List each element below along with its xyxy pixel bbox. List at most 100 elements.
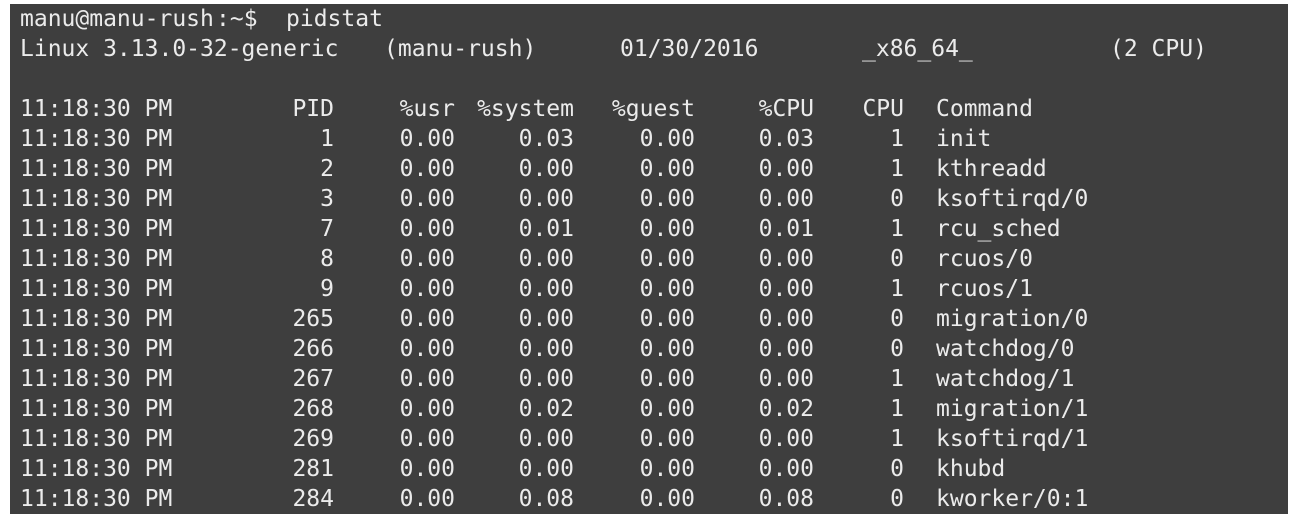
cell-time: 11:18:30 PM (20, 426, 173, 452)
cell-command: rcuos/1 (936, 276, 1033, 302)
cell-guest: 0.00 (639, 216, 695, 242)
cell-command: ksoftirqd/1 (936, 426, 1089, 452)
cell-system: 0.00 (518, 336, 574, 362)
cell-time: 11:18:30 PM (20, 246, 173, 272)
cell-system: 0.00 (518, 156, 574, 182)
cell-command: kthreadd (936, 156, 1047, 182)
process-row: 11:18:30 PM 281 0.00 0.00 0.00 0.00 0 khubd (20, 454, 1280, 484)
cell-guest: 0.00 (639, 156, 695, 182)
cell-guest: 0.00 (639, 336, 695, 362)
cell-usr: 0.00 (399, 366, 455, 392)
prompt-line: manu@manu-rush :~$ pidstat (20, 4, 1280, 34)
cell-time: 11:18:30 PM (20, 276, 173, 302)
cell-system: 0.00 (518, 456, 574, 482)
cell-time: 11:18:30 PM (20, 126, 173, 152)
cell-usr: 0.00 (399, 216, 455, 242)
cell-guest: 0.00 (639, 276, 695, 302)
cell-usr: 0.00 (399, 186, 455, 212)
date: 01/30/2016 (620, 36, 759, 62)
cell-command: init (936, 126, 992, 152)
process-row: 11:18:30 PM 266 0.00 0.00 0.00 0.00 0 watchdog/… (20, 334, 1280, 364)
cell-usr: 0.00 (399, 276, 455, 302)
cell-usr: 0.00 (399, 426, 455, 452)
cell-command: ksoftirqd/0 (936, 186, 1089, 212)
command-text: pidstat (286, 6, 383, 32)
process-row: 11:18:30 PM 3 0.00 0.00 0.00 0.00 0 ksoftirqd/0 (20, 184, 1280, 214)
cell-usr: 0.00 (399, 486, 455, 512)
cell-usr: 0.00 (399, 396, 455, 422)
cell-system: 0.00 (518, 366, 574, 392)
cell-cpu: 1 (890, 396, 904, 422)
cell-guest: 0.00 (639, 186, 695, 212)
cell-usr: 0.00 (399, 306, 455, 332)
process-row: 11:18:30 PM 9 0.00 0.00 0.00 0.00 1 rcuos/1 (20, 274, 1280, 304)
cell-guest: 0.00 (639, 366, 695, 392)
cell-pid: 8 (320, 246, 334, 272)
cell-cpu: 1 (890, 156, 904, 182)
cell-command: rcu_sched (936, 216, 1061, 242)
process-row: 11:18:30 PM 269 0.00 0.00 0.00 0.00 1 ksoftirqd… (20, 424, 1280, 454)
cell-cpu: 0 (890, 306, 904, 332)
prompt-user: manu@manu-rush (20, 6, 214, 32)
cell-system: 0.08 (518, 486, 574, 512)
cell-usr: 0.00 (399, 126, 455, 152)
column-header-row: 11:18:30 PM PID %usr %system %guest %CPU… (20, 94, 1280, 124)
cell-command: watchdog/0 (936, 336, 1075, 362)
cell-cpu-pct: 0.00 (758, 276, 814, 302)
cell-pid: 269 (292, 426, 334, 452)
cell-pid: 268 (292, 396, 334, 422)
cell-command: migration/0 (936, 306, 1089, 332)
cell-command: rcuos/0 (936, 246, 1033, 272)
cell-time: 11:18:30 PM (20, 306, 173, 332)
col-header-time: 11:18:30 PM (20, 96, 173, 122)
cell-time: 11:18:30 PM (20, 456, 173, 482)
col-header-command: Command (936, 96, 1033, 122)
process-row: 11:18:30 PM 1 0.00 0.03 0.00 0.03 1 init (20, 124, 1280, 154)
cell-cpu: 1 (890, 216, 904, 242)
process-row: 11:18:30 PM 268 0.00 0.02 0.00 0.02 1 migration… (20, 394, 1280, 424)
col-header-cpu-pct: %CPU (758, 96, 814, 122)
cell-command: kworker/0:1 (936, 486, 1089, 512)
cell-pid: 1 (320, 126, 334, 152)
cell-cpu: 1 (890, 276, 904, 302)
cell-system: 0.00 (518, 306, 574, 332)
cell-system: 0.00 (518, 426, 574, 452)
cell-system: 0.03 (518, 126, 574, 152)
cell-guest: 0.00 (639, 426, 695, 452)
cell-pid: 2 (320, 156, 334, 182)
col-header-system: %system (477, 96, 574, 122)
col-header-guest: %guest (611, 96, 695, 122)
cell-cpu-pct: 0.00 (758, 306, 814, 332)
cell-cpu-pct: 0.02 (758, 396, 814, 422)
cell-usr: 0.00 (399, 456, 455, 482)
cell-guest: 0.00 (639, 126, 695, 152)
cell-pid: 9 (320, 276, 334, 302)
cell-guest: 0.00 (639, 306, 695, 332)
cell-cpu-pct: 0.00 (758, 456, 814, 482)
cell-command: khubd (936, 456, 1006, 482)
cell-time: 11:18:30 PM (20, 156, 173, 182)
cell-cpu: 1 (890, 126, 904, 152)
cell-command: migration/1 (936, 396, 1089, 422)
cell-pid: 284 (292, 486, 334, 512)
cell-time: 11:18:30 PM (20, 486, 173, 512)
hostname: (manu-rush) (384, 36, 537, 62)
cell-guest: 0.00 (639, 396, 695, 422)
cell-usr: 0.00 (399, 246, 455, 272)
process-row: 11:18:30 PM 284 0.00 0.08 0.00 0.08 0 kworker/0… (20, 484, 1280, 514)
cell-cpu-pct: 0.00 (758, 186, 814, 212)
col-header-usr: %usr (399, 96, 455, 122)
cell-cpu: 1 (890, 426, 904, 452)
cell-pid: 281 (292, 456, 334, 482)
architecture: _x86_64_ (862, 36, 973, 62)
terminal-window[interactable]: manu@manu-rush :~$ pidstat Linux 3.13.0-… (10, 4, 1288, 514)
process-row: 11:18:30 PM 7 0.00 0.01 0.00 0.01 1 rcu_sched (20, 214, 1280, 244)
cell-command: watchdog/1 (936, 366, 1075, 392)
process-row: 11:18:30 PM 267 0.00 0.00 0.00 0.00 1 watchdog/… (20, 364, 1280, 394)
cell-cpu: 1 (890, 366, 904, 392)
cell-cpu: 0 (890, 336, 904, 362)
cell-cpu-pct: 0.00 (758, 366, 814, 392)
cell-cpu-pct: 0.03 (758, 126, 814, 152)
cell-system: 0.00 (518, 246, 574, 272)
cell-time: 11:18:30 PM (20, 216, 173, 242)
